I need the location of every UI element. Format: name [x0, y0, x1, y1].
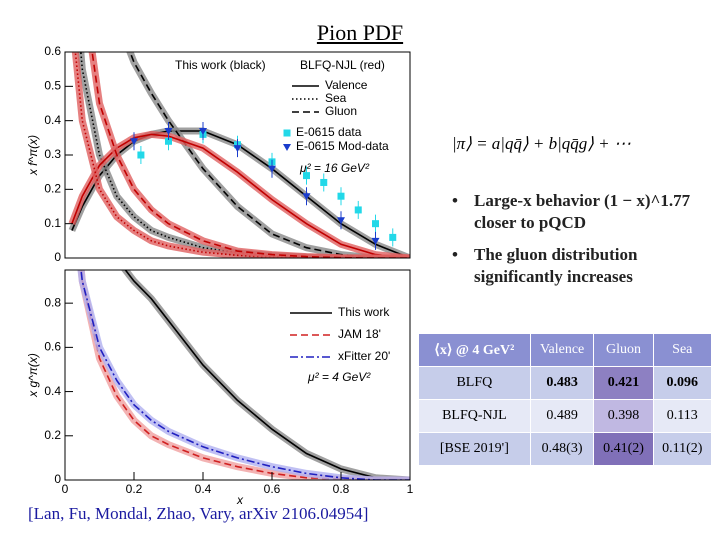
- curve: [71, 133, 410, 258]
- table-row: ⟨x⟩ @ 4 GeV² Valence Gluon Sea: [418, 333, 713, 367]
- curve: [80, 270, 410, 480]
- results-table: ⟨x⟩ @ 4 GeV² Valence Gluon Sea BLFQ 0.483 0.42…: [418, 333, 713, 466]
- table-cell: 0.48(3): [529, 432, 595, 466]
- legend-header: This work (black): [175, 58, 266, 72]
- bullet: The gluon distribution significantly inc…: [452, 244, 712, 288]
- y-tick-label: 0.1: [44, 216, 61, 230]
- table-cell: 0.096: [652, 366, 713, 400]
- table-cell: 0.489: [529, 399, 595, 433]
- equation: |π⟩ = a|qq̄⟩ + b|qq̄g⟩ + ⋯: [452, 134, 631, 153]
- legend-label: JAM 18': [338, 327, 381, 341]
- x-tick-label: 1: [407, 482, 414, 496]
- slide-title: Pion PDF: [316, 20, 404, 45]
- curve: [124, 270, 410, 480]
- annotation: μ² = 16 GeV²: [299, 161, 370, 175]
- y-tick-label: 0.3: [44, 147, 61, 161]
- table-row: [BSE 2019'] 0.48(3) 0.41(2) 0.11(2): [418, 432, 713, 466]
- y-axis-label: x g^π(x): [26, 353, 40, 398]
- y-tick-label: 0: [54, 250, 61, 264]
- annotation: μ² = 4 GeV²: [307, 370, 371, 384]
- legend-marker: [283, 129, 291, 137]
- table-cell: Sea: [652, 333, 713, 367]
- legend-label: E-0615 Mod-data: [296, 139, 389, 153]
- legend-label: Valence: [325, 78, 368, 92]
- y-tick-label: 0.2: [44, 182, 61, 196]
- legend-marker: [283, 144, 291, 151]
- bullet: Large-x behavior (1 − x)^1.77 closer to …: [452, 190, 712, 234]
- table-cell: [BSE 2019']: [418, 432, 531, 466]
- table-cell: ⟨x⟩ @ 4 GeV²: [418, 333, 531, 367]
- legend-label: E-0615 data: [296, 125, 362, 139]
- x-tick-label: 0: [62, 482, 69, 496]
- curve: [74, 52, 410, 258]
- legend-header: BLFQ-NJL (red): [300, 58, 385, 72]
- table-row: BLFQ 0.483 0.421 0.096: [418, 366, 713, 400]
- error-band: [120, 270, 410, 480]
- legend-label: Sea: [325, 91, 347, 105]
- table-cell: 0.398: [593, 399, 654, 433]
- curve: [71, 130, 410, 258]
- citation: [Lan, Fu, Mondal, Zhao, Vary, arXiv 2106…: [28, 504, 369, 523]
- x-tick-label: 0.2: [126, 482, 143, 496]
- y-tick-label: 0: [54, 472, 61, 486]
- table-cell: 0.11(2): [652, 432, 713, 466]
- bullet-list: Large-x behavior (1 − x)^1.77 closer to …: [452, 190, 712, 298]
- x-tick-label: 0.8: [333, 482, 350, 496]
- x-axis-label: x: [236, 493, 244, 507]
- legend-label: This work: [338, 305, 390, 319]
- table-cell: 0.483: [529, 366, 595, 400]
- x-tick-label: 0.4: [195, 482, 212, 496]
- table-cell: BLFQ: [418, 366, 531, 400]
- y-tick-label: 0.6: [44, 340, 61, 354]
- y-axis-label: x f^π(x): [26, 135, 40, 176]
- error-band: [77, 270, 410, 480]
- y-tick-label: 0.2: [44, 428, 61, 442]
- table-cell: 0.421: [593, 366, 654, 400]
- y-tick-label: 0.8: [44, 295, 61, 309]
- plot-area: [77, 270, 410, 480]
- table-cell: BLFQ-NJL: [418, 399, 531, 433]
- y-tick-label: 0.5: [44, 79, 61, 93]
- table-cell: Gluon: [593, 333, 654, 367]
- legend-label: Gluon: [325, 104, 357, 118]
- table-row: BLFQ-NJL 0.489 0.398 0.113: [418, 399, 713, 433]
- table-cell: 0.113: [652, 399, 713, 433]
- plot-frame: [64, 269, 411, 481]
- y-tick-label: 0.4: [44, 113, 61, 127]
- x-tick-label: 0.6: [264, 482, 281, 496]
- legend-label: xFitter 20': [338, 349, 390, 363]
- curve: [80, 270, 410, 480]
- y-tick-label: 0.4: [44, 384, 61, 398]
- table-cell: Valence: [529, 333, 595, 367]
- y-tick-label: 0.6: [44, 44, 61, 58]
- table-cell: 0.41(2): [593, 432, 654, 466]
